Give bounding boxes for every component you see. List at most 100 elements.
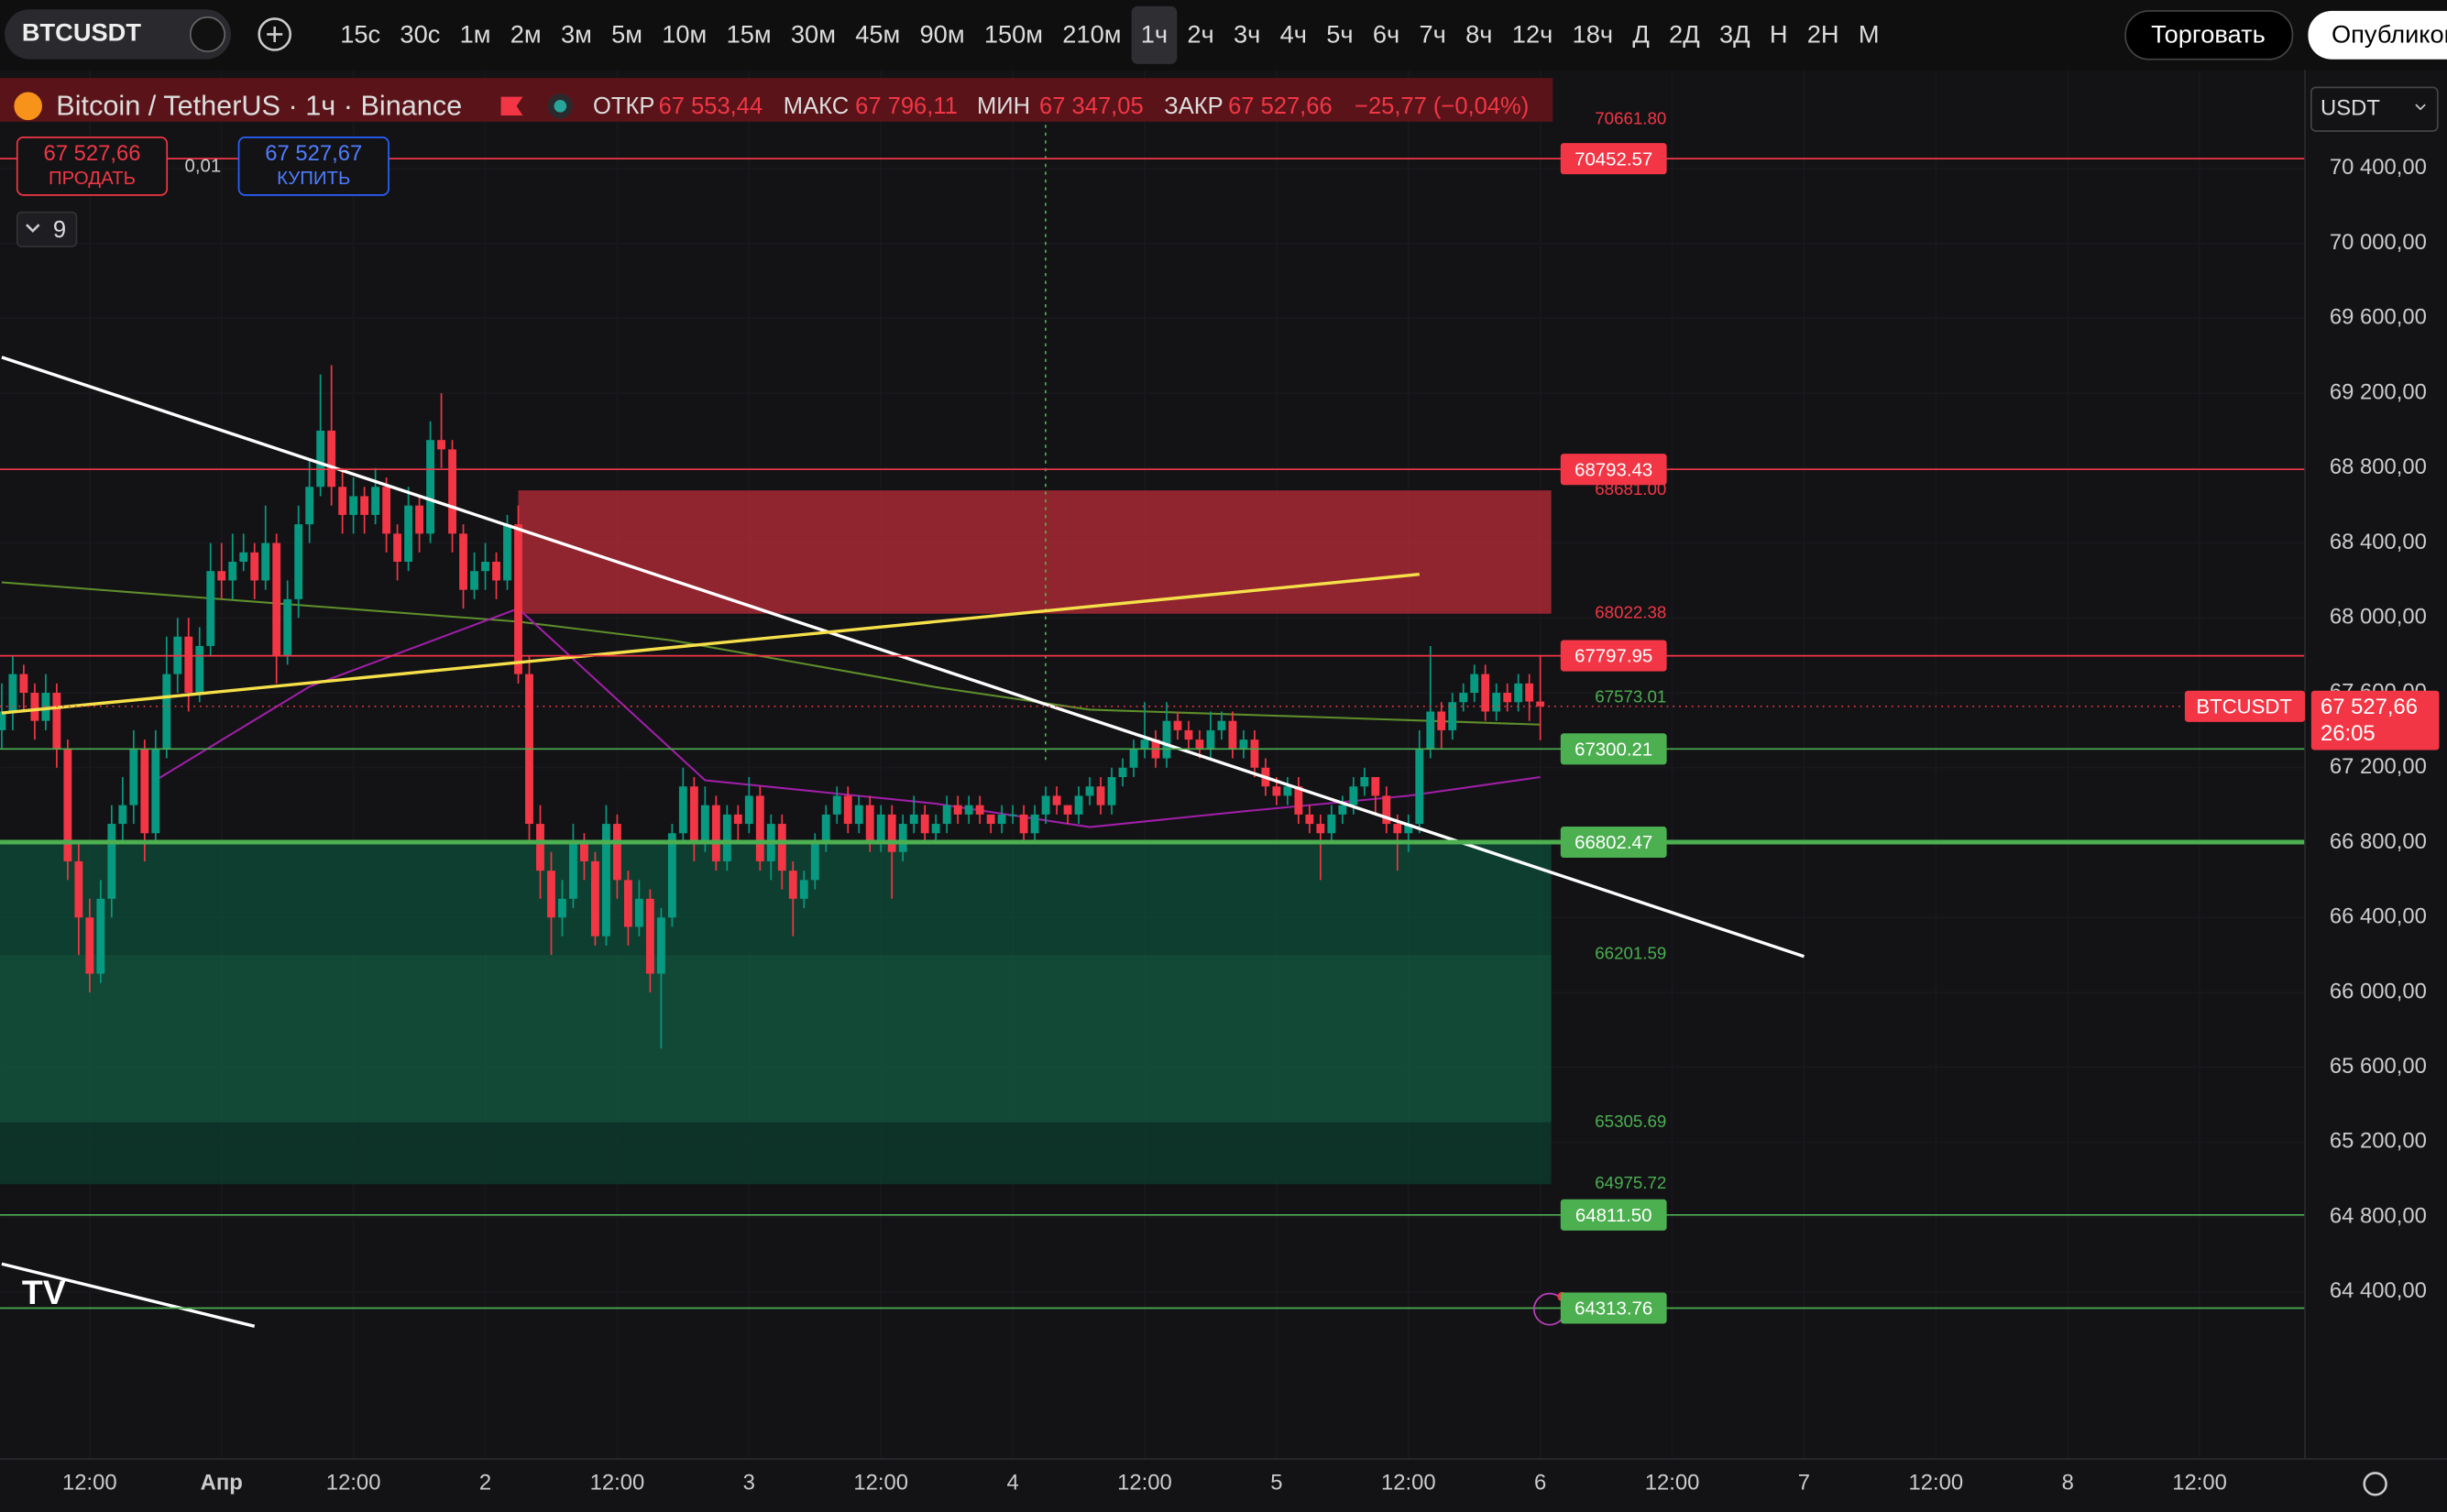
- currency-select[interactable]: [2310, 86, 2439, 132]
- level-tag[interactable]: [1560, 143, 1667, 175]
- candle-body: [338, 487, 347, 515]
- interval[interactable]: 90м: [920, 19, 965, 48]
- level-tag[interactable]: [1560, 826, 1667, 859]
- change-value: −25,77 (−0,04%): [1355, 93, 1529, 119]
- annotation: 64975.72: [1595, 1173, 1666, 1192]
- candle-body: [558, 898, 566, 918]
- add-icon[interactable]: [258, 17, 292, 51]
- candle-body: [195, 645, 204, 694]
- buy-button[interactable]: [237, 136, 390, 196]
- interval[interactable]: 5м: [611, 19, 642, 48]
- candle-body: [1140, 740, 1149, 750]
- candle-body: [1327, 814, 1336, 834]
- interval[interactable]: 5ч: [1326, 19, 1353, 48]
- candle-body: [1459, 693, 1468, 703]
- intervals: 15с 30с 1м 2м 3м 5м 10м 15м 30м 45м 90м 150м 210м 1ч 2…: [340, 5, 1880, 64]
- candle-body: [19, 674, 28, 694]
- candle-body: [942, 805, 951, 825]
- price-value: 67 527,66: [2321, 695, 2418, 719]
- publish-label: Опубликовать: [2332, 19, 2447, 48]
- candle-body: [1481, 674, 1490, 712]
- interval-selected: [1131, 5, 1178, 64]
- low-value: 67 347,05: [1039, 93, 1144, 119]
- indicators-toggle[interactable]: [16, 211, 78, 247]
- candle-body: [1470, 674, 1479, 694]
- interval[interactable]: Н: [1770, 19, 1788, 48]
- level-tag[interactable]: [1560, 1199, 1667, 1231]
- candle-body: [327, 430, 336, 488]
- y-tick-label: 66 000,00: [2330, 979, 2427, 1003]
- settings-icon[interactable]: [2363, 1472, 2387, 1496]
- interval[interactable]: 15м: [727, 19, 772, 48]
- level-tag[interactable]: [1560, 454, 1667, 486]
- interval[interactable]: 30с: [400, 19, 440, 48]
- interval[interactable]: 18ч: [1573, 19, 1613, 48]
- annotation: 67573.01: [1595, 687, 1666, 707]
- interval[interactable]: 2Д: [1669, 19, 1700, 48]
- candle-body: [612, 824, 621, 881]
- candle-body: [459, 533, 467, 590]
- interval[interactable]: 2Н: [1807, 19, 1839, 48]
- interval[interactable]: 3ч: [1234, 19, 1260, 48]
- candle-body: [1426, 711, 1435, 750]
- candle-body: [162, 674, 171, 750]
- buy-price: 67 527,67: [265, 141, 362, 166]
- candle-body: [294, 524, 303, 599]
- y-tick-label: 65 600,00: [2330, 1054, 2427, 1079]
- x-tick-label: 4: [1006, 1471, 1018, 1496]
- candle-body: [722, 814, 731, 861]
- y-tick-label: 70 400,00: [2330, 155, 2427, 180]
- candle-body: [1118, 767, 1127, 777]
- candle-body: [909, 814, 918, 825]
- candle-body: [733, 814, 742, 825]
- trade-button[interactable]: [2124, 10, 2294, 60]
- interval[interactable]: М: [1859, 19, 1880, 48]
- legend-bar: [0, 78, 1553, 122]
- interval[interactable]: 210м: [1062, 19, 1121, 48]
- candle-body: [920, 814, 929, 834]
- header-title: Bitcoin / TetherUS · 1ч · Binance: [56, 91, 462, 122]
- interval[interactable]: 7ч: [1420, 19, 1446, 48]
- y-tick-label: 68 800,00: [2330, 455, 2427, 479]
- interval[interactable]: 15с: [340, 19, 380, 48]
- interval[interactable]: 12ч: [1512, 19, 1553, 48]
- candle-body: [1206, 729, 1215, 750]
- trendline: [1, 572, 1420, 715]
- candle-body: [305, 487, 314, 525]
- candle-body: [118, 805, 127, 825]
- toolbar: [0, 0, 2447, 71]
- sell-button[interactable]: [16, 136, 169, 196]
- interval[interactable]: 2м: [510, 19, 542, 48]
- flag-icon[interactable]: [500, 96, 523, 116]
- candle-body: [799, 880, 808, 899]
- interval[interactable]: 1м: [460, 19, 491, 48]
- interval[interactable]: 150м: [984, 19, 1043, 48]
- interval[interactable]: Д: [1632, 19, 1649, 48]
- candle-body: [470, 571, 478, 590]
- interval[interactable]: 3Д: [1719, 19, 1750, 48]
- candle-body: [426, 440, 434, 534]
- interval[interactable]: 45м: [855, 19, 900, 48]
- y-tick-label: 65 200,00: [2330, 1129, 2427, 1154]
- publish-button[interactable]: [2308, 10, 2447, 60]
- moving-average: [1, 581, 1541, 726]
- interval[interactable]: 30м: [791, 19, 836, 48]
- interval[interactable]: 4ч: [1280, 19, 1307, 48]
- interval[interactable]: 2ч: [1187, 19, 1213, 48]
- level-tag[interactable]: [1560, 733, 1667, 765]
- candle-body: [1404, 824, 1413, 834]
- level-label: 64811.50: [1575, 1206, 1652, 1226]
- interval[interactable]: 8ч: [1465, 19, 1492, 48]
- interval[interactable]: 10м: [662, 19, 707, 48]
- symbol-button[interactable]: [5, 9, 232, 60]
- level-tag[interactable]: [1560, 1292, 1667, 1324]
- diamond-icon[interactable]: [189, 16, 226, 53]
- candle-body: [1074, 795, 1083, 815]
- interval[interactable]: 3м: [561, 19, 592, 48]
- interval[interactable]: 6ч: [1373, 19, 1399, 48]
- x-tick-label: 12:00: [590, 1471, 645, 1496]
- level-tag[interactable]: [1560, 640, 1667, 672]
- interval[interactable]: 1ч: [1141, 19, 1168, 48]
- candle-body: [898, 824, 907, 852]
